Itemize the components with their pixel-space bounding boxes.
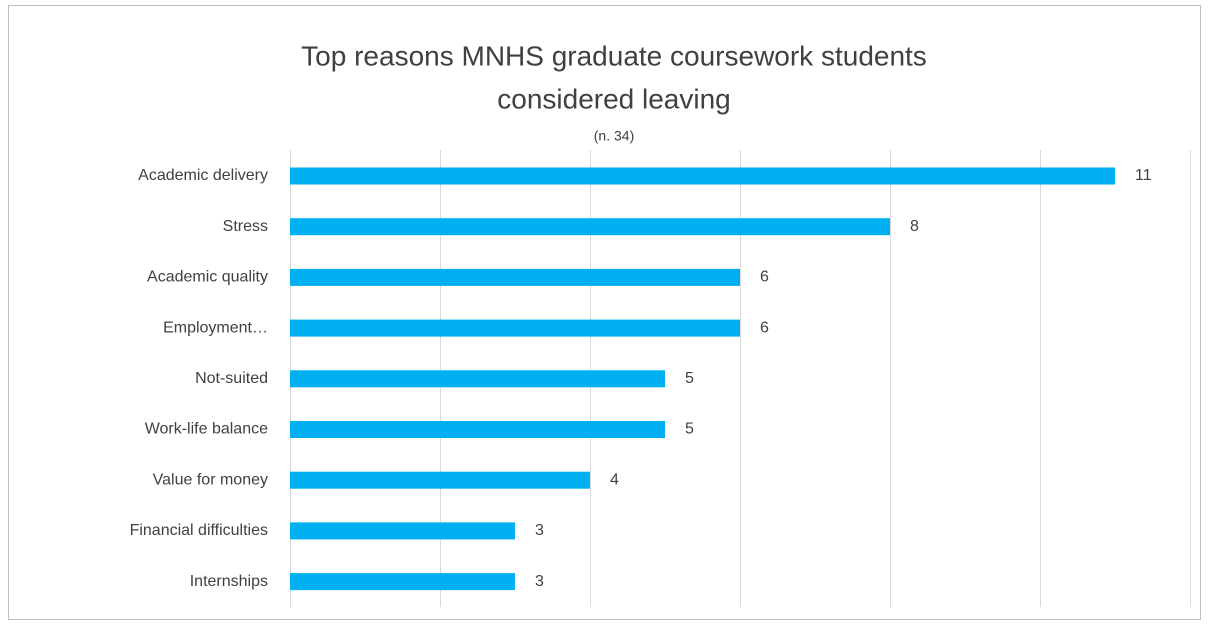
y-tick-label: Stress — [223, 218, 268, 235]
chart-title: considered leaving — [497, 83, 731, 114]
bar — [290, 370, 665, 388]
bar — [290, 471, 590, 489]
y-tick-label: Value for money — [153, 471, 268, 488]
bar — [290, 319, 740, 337]
data-label: 8 — [910, 218, 919, 235]
y-tick-label: Employment… — [163, 319, 268, 336]
data-label: 3 — [535, 573, 544, 590]
data-label: 3 — [535, 522, 544, 539]
data-label: 5 — [685, 421, 694, 438]
data-label: 6 — [760, 319, 769, 336]
chart-subtitle: (n. 34) — [594, 128, 634, 144]
data-label: 5 — [685, 370, 694, 387]
bar — [290, 268, 740, 286]
data-label: 6 — [760, 269, 769, 286]
bar — [290, 573, 515, 591]
y-tick-label: Academic delivery — [138, 167, 268, 184]
y-tick-label: Work-life balance — [145, 421, 268, 438]
data-label: 4 — [610, 471, 619, 488]
bar — [290, 218, 890, 236]
y-tick-label: Internships — [190, 573, 268, 590]
bar — [290, 522, 515, 540]
data-label: 11 — [1135, 167, 1152, 184]
bar — [290, 421, 665, 438]
chart-title: Top reasons MNHS graduate coursework stu… — [301, 40, 927, 71]
bar — [290, 167, 1115, 185]
y-tick-label: Not-suited — [195, 370, 268, 387]
chart-frame — [8, 5, 1201, 620]
y-tick-label: Financial difficulties — [130, 522, 268, 539]
y-tick-label: Academic quality — [147, 269, 268, 286]
